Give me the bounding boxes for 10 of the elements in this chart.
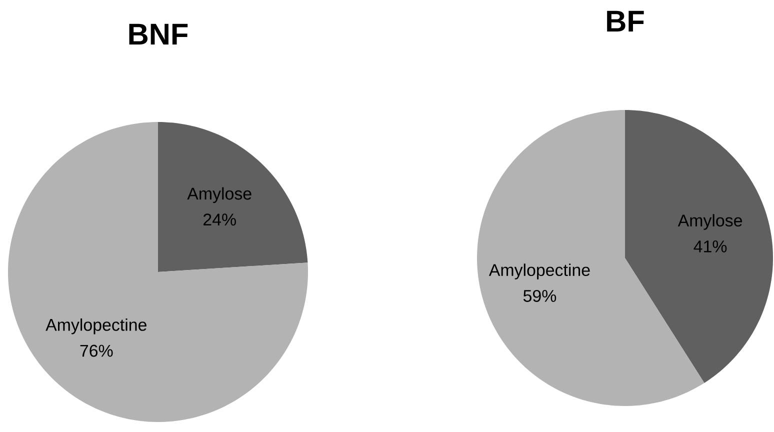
slice-label: Amylopectine (488, 264, 590, 280)
data-label: 41% (694, 240, 727, 252)
data-label: 24% (204, 214, 236, 226)
slice-label: Amylose (678, 214, 742, 230)
data-label: 76% (80, 344, 113, 357)
data-label: 59% (523, 290, 556, 302)
slice-label: Amylopectine (46, 318, 146, 334)
chart-title: BNF (129, 24, 188, 44)
chart-title: BF (607, 10, 644, 32)
slice-label: Amylose (187, 187, 252, 204)
